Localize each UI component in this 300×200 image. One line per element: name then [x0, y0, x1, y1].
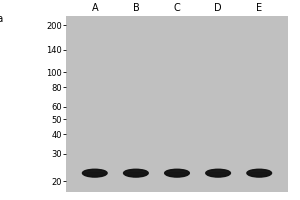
Ellipse shape	[125, 172, 147, 176]
Ellipse shape	[82, 169, 107, 177]
Ellipse shape	[166, 172, 188, 176]
Ellipse shape	[248, 172, 270, 176]
Ellipse shape	[84, 172, 106, 176]
Ellipse shape	[165, 169, 189, 177]
Ellipse shape	[207, 172, 229, 176]
Y-axis label: kDa: kDa	[0, 14, 4, 24]
Ellipse shape	[206, 169, 230, 177]
Ellipse shape	[247, 169, 272, 177]
Ellipse shape	[124, 169, 148, 177]
